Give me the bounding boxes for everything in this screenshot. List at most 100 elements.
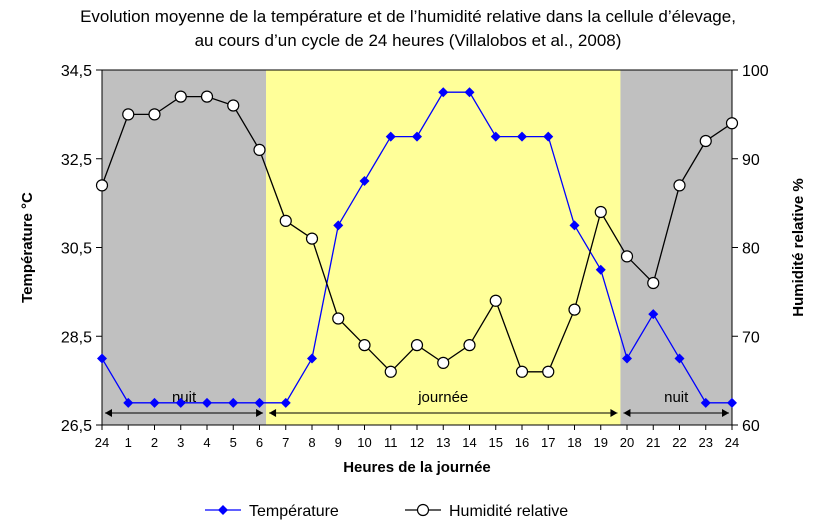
humidity-point: [122, 108, 135, 121]
chart-title-line1: Evolution moyenne de la température et d…: [80, 7, 736, 26]
humidity-point: [410, 339, 424, 352]
humidity-point: [515, 365, 529, 378]
humidity-point: [305, 232, 319, 245]
period-background-1: [266, 70, 621, 425]
temperature-point: [648, 309, 659, 320]
temperature-point: [412, 131, 422, 142]
y-right-tick-label: 80: [742, 241, 760, 258]
period-background-2: [620, 70, 732, 425]
period-arrowhead-right-1: [610, 409, 618, 417]
x-tick-label: 22: [672, 435, 686, 450]
period-background-0: [102, 70, 267, 425]
temperature-point: [569, 220, 580, 231]
x-tick-label: 21: [646, 435, 660, 450]
period-arrowhead-left-1: [269, 409, 277, 417]
period-arrowhead-left-2: [623, 409, 631, 417]
x-tick-label: 3: [177, 435, 184, 450]
temperature-point: [438, 87, 449, 98]
x-tick-label: 2: [151, 435, 158, 450]
x-tick-label: 4: [203, 435, 210, 450]
x-tick-label: 12: [410, 435, 424, 450]
y-left-tick-label: 34,5: [61, 63, 92, 80]
y-right-tick-label: 60: [742, 418, 760, 435]
x-tick-label: 5: [230, 435, 237, 450]
x-tick-label: 20: [620, 435, 634, 450]
x-tick-label: 6: [256, 435, 263, 450]
humidity-point: [358, 339, 371, 352]
humidity-point: [725, 117, 739, 130]
temperature-point: [622, 353, 632, 364]
period-label-2: nuit: [664, 389, 689, 406]
y-left-tick-label: 26,5: [61, 418, 92, 435]
temperature-point: [727, 397, 737, 408]
y-right-axis-label: Humidité relative %: [790, 178, 807, 316]
x-tick-label: 1: [125, 435, 132, 450]
humidity-point: [332, 312, 345, 325]
y-left-tick-label: 28,5: [61, 329, 92, 346]
humidity-point: [148, 108, 161, 121]
period-arrowhead-left-0: [105, 409, 112, 417]
humidity-point: [95, 179, 109, 192]
temperature-point: [674, 353, 685, 364]
temperature-point: [464, 87, 475, 98]
temperature-point: [385, 131, 396, 142]
temperature-point: [490, 131, 501, 142]
humidity-point: [384, 365, 397, 378]
temperature-point: [517, 131, 527, 142]
temperature-point: [175, 397, 186, 408]
humidity-point: [542, 365, 555, 378]
humidity-point: [594, 205, 607, 219]
temperature-point: [280, 397, 291, 408]
period-arrowhead-right-2: [722, 409, 729, 417]
temperature-point: [700, 397, 711, 408]
legend-marker-humidity: [416, 503, 430, 517]
humidity-point: [568, 303, 581, 316]
temperature-point: [149, 397, 160, 408]
period-arrowhead-right-0: [256, 409, 264, 417]
humidity-point: [489, 294, 502, 307]
humidity-point: [699, 134, 712, 148]
x-tick-label: 14: [462, 435, 476, 450]
temperature-point: [333, 220, 344, 231]
humidity-point: [647, 276, 660, 290]
x-tick-label: 8: [308, 435, 315, 450]
x-tick-label: 23: [699, 435, 713, 450]
legend-label-1: Humidité relative: [449, 503, 568, 520]
x-tick-label: 7: [282, 435, 289, 450]
legend-label-0: Température: [249, 503, 339, 520]
x-tick-label: 10: [357, 435, 371, 450]
x-tick-label: 18: [567, 435, 581, 450]
humidity-point: [227, 99, 240, 112]
x-tick-label: 24: [95, 435, 109, 450]
humidity-point: [437, 356, 450, 369]
x-tick-label: 11: [384, 435, 398, 450]
x-axis-label: Heures de la journée: [343, 459, 491, 476]
y-left-tick-label: 30,5: [61, 241, 92, 258]
temperature-point: [595, 264, 606, 275]
humidity-point: [279, 214, 292, 227]
humidity-point: [673, 179, 686, 192]
temperature-point: [254, 397, 265, 408]
temperature-point: [228, 397, 239, 408]
x-tick-label: 24: [725, 435, 739, 450]
temperature-point: [97, 353, 107, 364]
x-tick-label: 17: [541, 435, 555, 450]
humidity-point: [463, 339, 476, 352]
y-right-tick-label: 70: [742, 329, 760, 346]
temperature-point: [359, 175, 370, 186]
y-left-tick-label: 32,5: [61, 152, 92, 169]
y-right-tick-label: 100: [742, 63, 769, 80]
temperature-point: [123, 397, 134, 408]
humidity-point: [174, 90, 187, 103]
chart-title-line2: au cours d’un cycle de 24 heures (Villal…: [194, 31, 622, 50]
humidity-point: [620, 250, 634, 263]
x-tick-label: 13: [436, 435, 450, 450]
x-tick-label: 16: [515, 435, 529, 450]
x-tick-label: 9: [335, 435, 342, 450]
period-label-1: journée: [417, 389, 468, 406]
humidity-point: [200, 90, 214, 103]
temperature-point: [543, 131, 554, 142]
temperature-point: [307, 353, 317, 364]
x-tick-label: 15: [489, 435, 503, 450]
